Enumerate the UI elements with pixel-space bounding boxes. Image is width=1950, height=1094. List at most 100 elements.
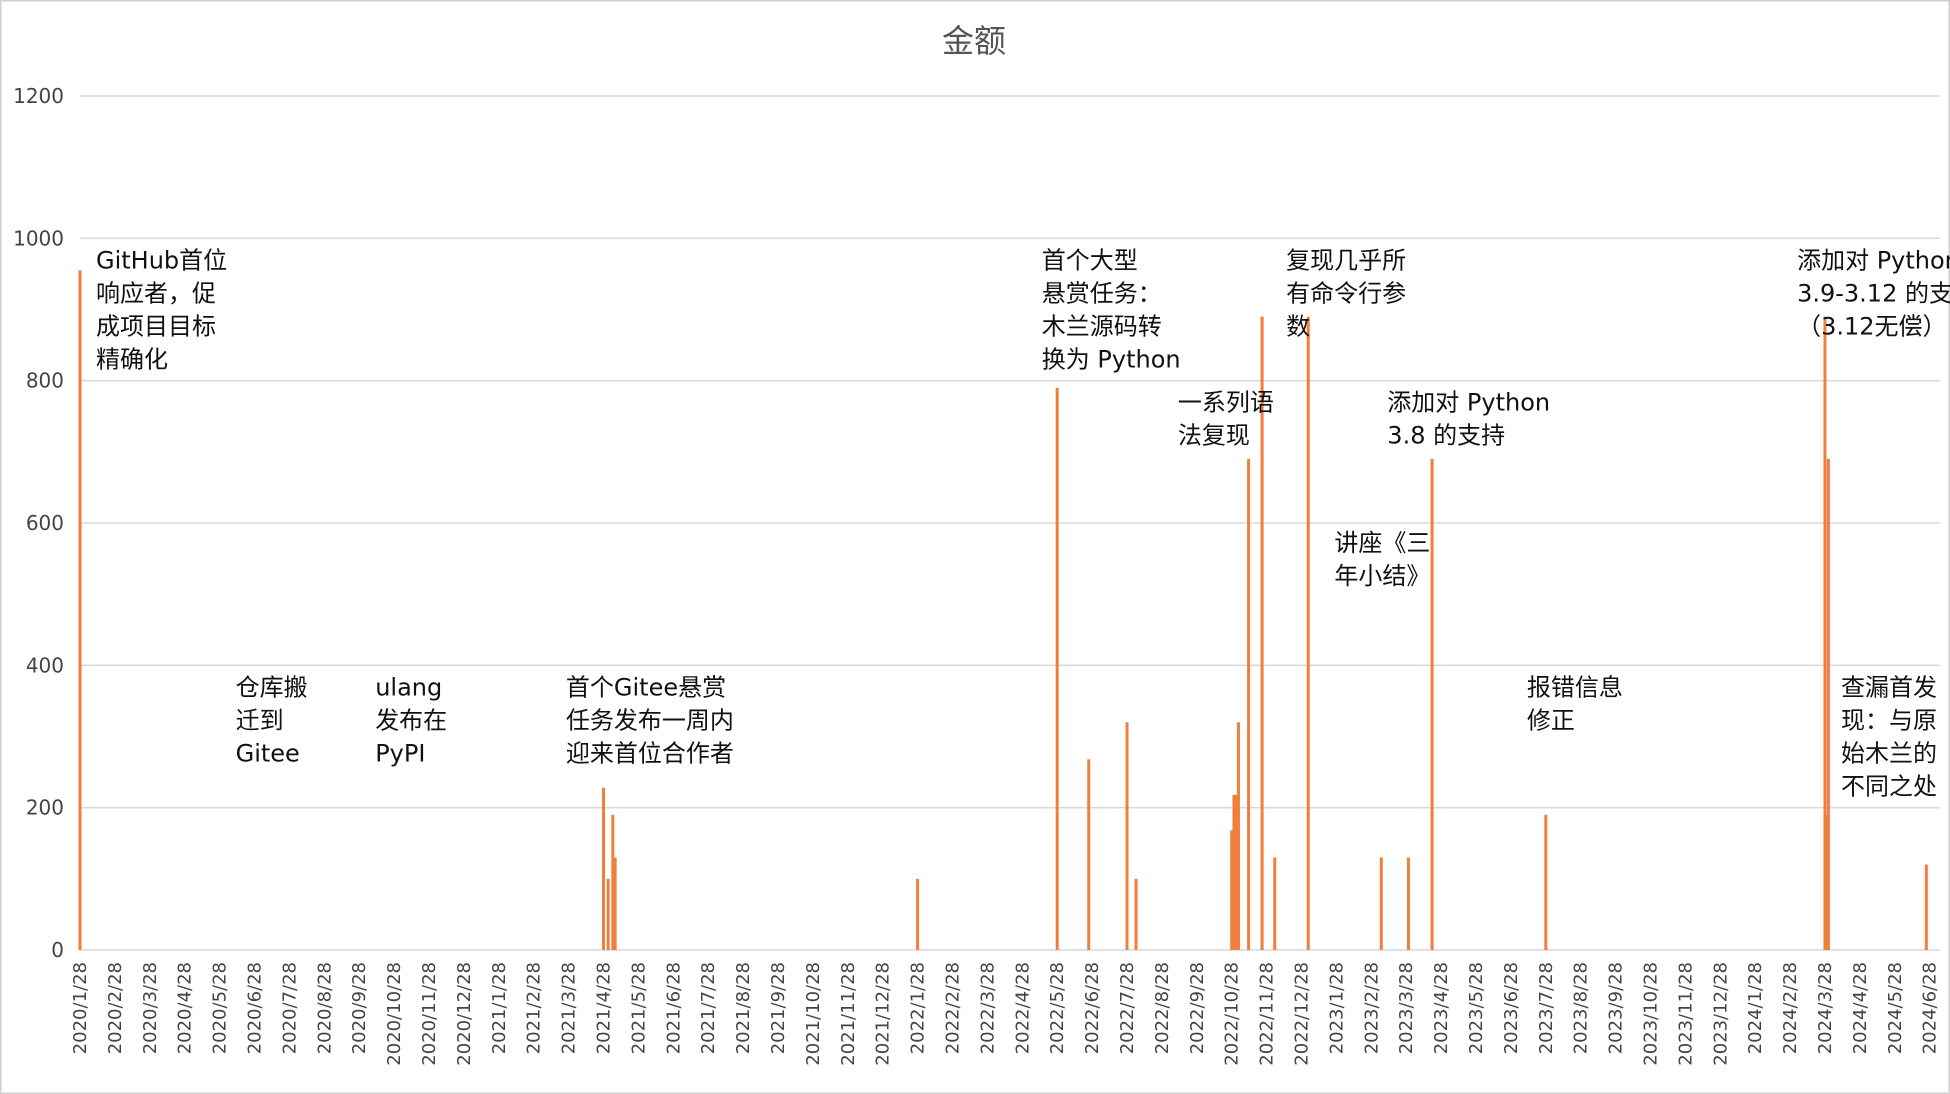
x-tick-label: 2021/2/28 [524,962,545,1054]
x-tick-label: 2023/4/28 [1431,962,1452,1054]
x-tick-label: 2022/9/28 [1187,962,1208,1054]
x-tick-label: 2024/6/28 [1920,962,1941,1054]
bar [1134,878,1138,950]
gridlines [80,95,1940,951]
x-tick-label: 2024/1/28 [1745,962,1766,1054]
bar [1379,857,1383,950]
x-tick-label: 2022/3/28 [977,962,998,1054]
bar [916,878,920,950]
x-tick-label: 2024/2/28 [1780,962,1801,1054]
bar [78,270,82,950]
annotation: 首个Gitee悬赏任务发布一周内迎来首位合作者 [566,673,734,767]
bar [1125,722,1129,950]
y-tick-label: 0 [51,938,64,962]
y-tick-label: 1200 [13,84,64,108]
bar [1306,316,1310,950]
bar [1247,458,1251,950]
x-tick-label: 2023/11/28 [1675,962,1696,1066]
bar [1430,458,1434,950]
x-tick-label: 2020/4/28 [175,962,196,1054]
x-tick-label: 2023/8/28 [1571,962,1592,1054]
bar [1406,857,1410,950]
annotation: 查漏首发现：与原始木兰的不同之处 [1841,673,1937,800]
x-tick-label: 2022/7/28 [1117,962,1138,1054]
y-tick-label: 200 [26,796,64,820]
x-tick-label: 2020/10/28 [384,962,405,1066]
x-tick-label: 2023/7/28 [1536,962,1557,1054]
bar [1273,857,1277,950]
bar [606,878,610,950]
x-tick-label: 2020/8/28 [314,962,335,1054]
x-tick-label: 2022/11/28 [1257,962,1278,1066]
bar [1055,387,1059,950]
x-tick-label: 2021/11/28 [838,962,859,1066]
x-tick-label: 2021/4/28 [594,962,615,1054]
bar [602,787,605,950]
x-tick-label: 2022/8/28 [1152,962,1173,1054]
bar [611,814,615,950]
x-tick-label: 2022/10/28 [1222,962,1243,1066]
x-tick-label: 2023/12/28 [1710,962,1731,1066]
x-tick-label: 2022/12/28 [1292,962,1313,1066]
bar [1824,814,1828,950]
x-tick-label: 2020/5/28 [210,962,231,1054]
annotation: 报错信息修正 [1527,673,1623,734]
x-tick-label: 2023/3/28 [1396,962,1417,1054]
x-tick-label: 2021/12/28 [873,962,894,1066]
annotation: GitHub首位响应者，促成项目目标精确化 [96,246,227,373]
annotation: 首个大型悬赏任务：木兰源码转换为 Python [1042,246,1181,373]
x-tick-label: 2020/2/28 [105,962,126,1054]
x-tick-label: 2022/2/28 [943,962,964,1054]
x-tick-label: 2020/11/28 [419,962,440,1066]
x-tick-label: 2023/6/28 [1501,962,1522,1054]
x-tick-label: 2020/7/28 [279,962,300,1054]
x-tick-label: 2020/12/28 [454,962,475,1066]
annotation: 一系列语法复现 [1178,389,1274,450]
x-tick-label: 2020/1/28 [70,962,91,1054]
y-tick-label: 600 [26,511,64,535]
annotation: 复现几乎所有命令行参数 [1286,246,1406,340]
x-tick-label: 2021/1/28 [489,962,510,1054]
x-tick-label: 2021/5/28 [628,962,649,1054]
annotation: ulang 发布在 PyPI [375,673,447,767]
bar [1260,316,1264,950]
bar [613,857,617,950]
bar [1234,794,1238,950]
y-axis-ticks: 0 200 400 600 800 1000 1200 [13,84,64,962]
y-tick-label: 400 [26,653,64,677]
bars [78,270,1928,950]
annotation: 仓库搬迁到 Gitee [236,673,308,767]
bar [1087,759,1091,950]
x-tick-label: 2023/9/28 [1606,962,1627,1054]
bar [1230,830,1234,950]
bar [1544,814,1548,950]
annotation: 添加对 Python 3.8 的支持 [1387,389,1550,450]
y-tick-label: 800 [26,369,64,393]
x-axis-ticks: 2020/1/28 2020/2/28 2020/3/28 2020/4/28 2020… [70,962,1941,1066]
x-tick-label: 2022/6/28 [1082,962,1103,1054]
bar [1236,722,1240,950]
x-tick-label: 2021/3/28 [559,962,580,1054]
x-tick-label: 2021/9/28 [768,962,789,1054]
x-tick-label: 2020/3/28 [140,962,161,1054]
x-tick-label: 2022/1/28 [908,962,929,1054]
bar [1232,794,1236,950]
x-tick-label: 2021/7/28 [698,962,719,1054]
x-tick-label: 2024/5/28 [1885,962,1906,1054]
annotation: 讲座《三年小结》 [1334,529,1430,590]
x-tick-label: 2023/10/28 [1641,962,1662,1066]
x-tick-label: 2022/5/28 [1047,962,1068,1054]
x-tick-label: 2023/5/28 [1466,962,1487,1054]
x-tick-label: 2021/10/28 [803,962,824,1066]
bar [1924,864,1928,950]
x-tick-label: 2020/9/28 [349,962,370,1054]
x-tick-label: 2024/3/28 [1815,962,1836,1054]
x-tick-label: 2024/4/28 [1850,962,1871,1054]
chart-title: 金额 [942,22,1006,60]
x-tick-label: 2023/1/28 [1326,962,1347,1054]
x-tick-label: 2021/8/28 [733,962,754,1054]
